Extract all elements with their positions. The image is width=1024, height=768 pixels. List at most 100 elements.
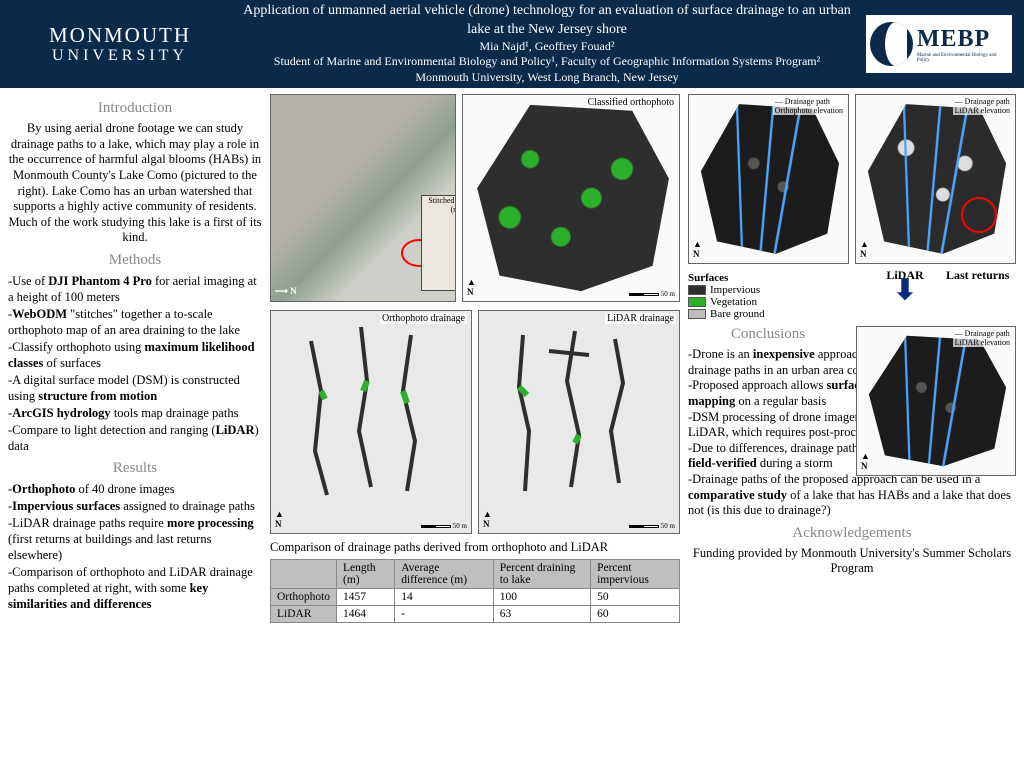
orthophoto-drainage-map: Orthophoto drainage ▲N 50 m	[270, 310, 472, 534]
middle-column: Stitched orthophoto (map) ⟶ N Classified…	[270, 94, 680, 762]
mebp-subtitle: Marine and Environmental Biology and Pol…	[917, 53, 1008, 63]
north-arrow-icon: ▲N	[467, 277, 476, 297]
table-caption: Comparison of drainage paths derived fro…	[270, 540, 680, 555]
table-cell: 60	[591, 606, 680, 623]
lidar-arrow-block: LiDAR ⬇	[870, 268, 940, 300]
intro-text: By using aerial drone footage we can stu…	[8, 121, 262, 246]
mebp-text: MEBP	[917, 26, 1008, 53]
univ-line2: UNIVERSITY	[10, 47, 230, 65]
university-logo: MONMOUTH UNIVERSITY	[10, 24, 230, 65]
legend-swatch	[688, 309, 706, 319]
scale-bar: 50 m	[421, 522, 467, 530]
intro-heading: Introduction	[8, 100, 262, 117]
scale-bar: 50 m	[629, 290, 675, 298]
legend-lastret: — Drainage pathLiDAR elevation	[953, 329, 1012, 347]
bullet-item: -Orthophoto of 40 drone images	[8, 481, 262, 497]
table-cell: 1464	[337, 606, 395, 623]
drainage-lines	[479, 311, 679, 511]
bullet-item: -LiDAR drainage paths require more proce…	[8, 515, 262, 563]
right-column: — Drainage pathOrthophoto elevation ▲N —…	[688, 94, 1016, 762]
drainage-lines	[271, 311, 471, 511]
table-cell: -	[395, 606, 493, 623]
table-header	[271, 560, 337, 589]
lidar-elevation-map: — Drainage pathLiDAR elevation ▲N	[855, 94, 1016, 264]
table-cell: 50	[591, 589, 680, 606]
lidar-last-returns-map: — Drainage pathLiDAR elevation ▲N	[856, 326, 1016, 476]
north-arrow-icon: ▲N	[861, 451, 870, 471]
bullet-item: -Use of DJI Phantom 4 Pro for aerial ima…	[8, 273, 262, 305]
orthophoto-elevation-map: — Drainage pathOrthophoto elevation ▲N	[688, 94, 849, 264]
legend-swatch	[688, 285, 706, 295]
scale-bar: 50 m	[629, 522, 675, 530]
north-arrow-icon: ⟶ N	[275, 286, 297, 297]
results-heading: Results	[8, 460, 262, 477]
legend-label: Impervious	[710, 284, 760, 296]
table-cell: Orthophoto	[271, 589, 337, 606]
table-row: LiDAR1464-6360	[271, 606, 680, 623]
mebp-logo: MEBP Marine and Environmental Biology an…	[864, 13, 1014, 75]
down-arrow-icon: ⬇	[870, 283, 940, 300]
bullet-item: -Classify orthophoto using maximum likel…	[8, 339, 262, 371]
bullet-item: -Impervious surfaces assigned to drainag…	[8, 498, 262, 514]
table-cell: 100	[493, 589, 590, 606]
left-column: Introduction By using aerial drone foota…	[8, 94, 262, 762]
last-returns-label: Last returns	[946, 268, 1009, 282]
bullet-item: -WebODM "stitches" together a to-scale o…	[8, 306, 262, 338]
bullet-item: -Comparison of orthophoto and LiDAR drai…	[8, 564, 262, 612]
bullet-item: -A digital surface model (DSM) is constr…	[8, 372, 262, 404]
table-header: Average difference (m)	[395, 560, 493, 589]
last-returns-block: Last returns	[946, 268, 1016, 283]
institution: Monmouth University, West Long Branch, N…	[230, 70, 864, 86]
legend-drainpath: — Drainage pathOrthophoto elevation	[773, 97, 845, 115]
ack-text: Funding provided by Monmouth University'…	[688, 546, 1016, 576]
elev-surface	[863, 333, 1009, 469]
classified-label: Classified orthophoto	[586, 97, 676, 108]
poster-body: Introduction By using aerial drone foota…	[0, 88, 1024, 768]
bullet-item: -Compare to light detection and ranging …	[8, 422, 262, 454]
north-arrow-icon: ▲N	[693, 239, 702, 259]
elev-surface	[862, 101, 1009, 257]
north-arrow-icon: ▲N	[275, 509, 284, 529]
table-header: Percent draining to lake	[493, 560, 590, 589]
poster-title: Application of unmanned aerial vehicle (…	[230, 2, 864, 38]
legend-label: Bare ground	[710, 308, 765, 320]
table-header: Length (m)	[337, 560, 395, 589]
title-block: Application of unmanned aerial vehicle (…	[230, 2, 864, 85]
classified-surface	[469, 101, 673, 295]
poster-header: MONMOUTH UNIVERSITY Application of unman…	[0, 0, 1024, 88]
lidar-drainage-map: LiDAR drainage ▲N 50 m	[478, 310, 680, 534]
legend-lidar-elev: — Drainage pathLiDAR elevation	[953, 97, 1012, 115]
comparison-table: Length (m)Average difference (m)Percent …	[270, 559, 680, 623]
legend-label: Vegetation	[710, 296, 757, 308]
aerial-overview-map: Stitched orthophoto (map) ⟶ N	[270, 94, 456, 302]
north-arrow-icon: ▲N	[860, 239, 869, 259]
bullet-item: -Drainage paths of the proposed approach…	[688, 472, 1016, 519]
bullet-item: -ArcGIS hydrology tools map drainage pat…	[8, 405, 262, 421]
anomaly-circle	[961, 197, 997, 233]
conclusions-heading: Conclusions	[688, 326, 848, 343]
mebp-icon	[870, 22, 913, 66]
classified-orthophoto-map: Classified orthophoto ▲N 50 m	[462, 94, 680, 302]
ack-heading: Acknowledgements	[688, 525, 1016, 542]
methods-heading: Methods	[8, 252, 262, 269]
legend-title: Surfaces	[688, 272, 728, 284]
stitched-inset: Stitched orthophoto (map)	[421, 195, 456, 291]
surfaces-legend: Surfaces ImperviousVegetationBare ground	[688, 272, 864, 320]
legend-swatch	[688, 297, 706, 307]
affiliations: Student of Marine and Environmental Biol…	[230, 54, 864, 70]
table-header: Percent impervious	[591, 560, 680, 589]
table-cell: 1457	[337, 589, 395, 606]
univ-line1: MONMOUTH	[10, 24, 230, 47]
methods-list: -Use of DJI Phantom 4 Pro for aerial ima…	[8, 273, 262, 454]
results-list: -Orthophoto of 40 drone images-Imperviou…	[8, 481, 262, 612]
table-row: Orthophoto14571410050	[271, 589, 680, 606]
table-cell: 63	[493, 606, 590, 623]
authors: Mia Najd¹, Geoffrey Fouad²	[230, 39, 864, 55]
table-cell: LiDAR	[271, 606, 337, 623]
north-arrow-icon: ▲N	[483, 509, 492, 529]
stitched-label: Stitched orthophoto (map)	[428, 196, 456, 214]
legend-row: Bare ground	[688, 308, 864, 320]
elev-surface	[695, 101, 842, 257]
table-cell: 14	[395, 589, 493, 606]
legend-row: Vegetation	[688, 296, 864, 308]
